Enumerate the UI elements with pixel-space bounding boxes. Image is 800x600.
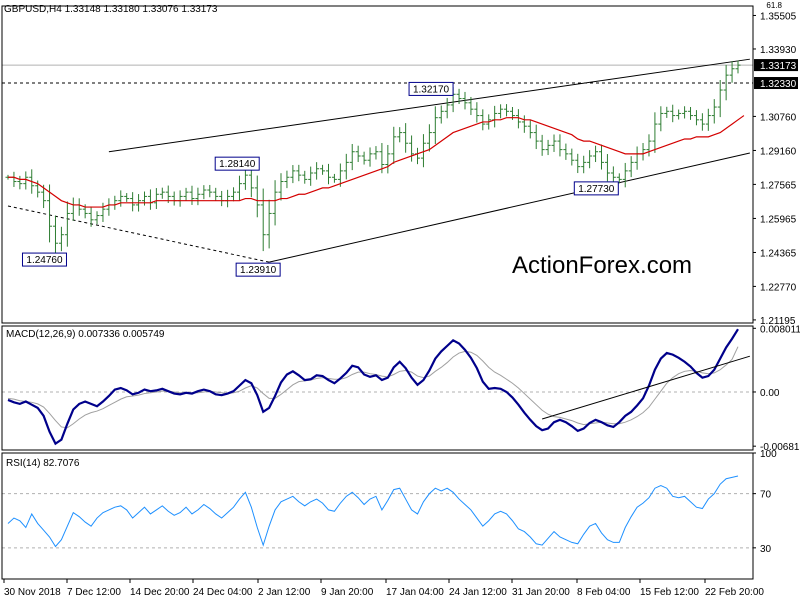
level-price-tag: 1.32330 xyxy=(760,79,797,90)
macd-line xyxy=(7,328,739,446)
rsi-axis-label: 30 xyxy=(760,544,772,555)
rsi-grid xyxy=(2,493,753,549)
price-annotations: 1.28140 1.24760 1.23910 1.32170 1.27730 xyxy=(21,81,619,277)
time-axis-label: 22 Feb 20:00 xyxy=(705,587,764,598)
moving-average xyxy=(8,115,745,208)
rsi-axis-label: 70 xyxy=(760,490,772,501)
rsi-panel: 100 70 30 RSI(14) 82.7076 xyxy=(2,449,777,555)
price-frame xyxy=(1,5,754,324)
price-annotation-box xyxy=(573,181,619,196)
time-axis-label: 9 Jan 20:00 xyxy=(321,587,374,598)
price-trendlines xyxy=(7,58,750,263)
price-axis-label: 1.25965 xyxy=(760,214,797,225)
current-price-tag-box xyxy=(754,59,798,72)
price-axis-label: 1.21195 xyxy=(760,316,796,327)
macd-axis-label: -0.006819 xyxy=(760,442,800,453)
price-annotation-box xyxy=(235,262,281,277)
price-bars xyxy=(5,60,741,254)
macd-axis-label: 0.00 xyxy=(760,388,780,399)
time-axis: 30 Nov 2018 7 Dec 12:00 14 Dec 20:00 24 Dec… xyxy=(3,579,764,598)
time-axis-label: 24 Dec 04:00 xyxy=(193,587,253,598)
price-axis-label: 1.30760 xyxy=(760,112,797,123)
moving-average-line xyxy=(8,115,745,208)
macd-panel-title: MACD(12,26,9) 0.007336 0.005749 xyxy=(6,329,165,340)
macd-axis-label: 0.008011 xyxy=(760,324,800,335)
price-axis-label: 1.33930 xyxy=(760,45,797,56)
level-price-tag-box xyxy=(754,77,798,90)
macd-series xyxy=(7,328,751,446)
time-axis-label: 31 Jan 20:00 xyxy=(512,587,570,598)
rsi-line xyxy=(7,475,739,548)
rsi-panel-title: RSI(14) 82.7076 xyxy=(6,458,80,469)
price-annotation-label: 1.32170 xyxy=(413,84,450,95)
macd-frame xyxy=(1,325,754,451)
price-axis-label: 1.35505 xyxy=(760,11,797,22)
channel-upper-line xyxy=(108,58,750,153)
price-axis-label: 1.29160 xyxy=(760,146,797,157)
rsi-series xyxy=(7,475,739,548)
time-axis-label: 2 Jan 12:00 xyxy=(258,587,311,598)
price-grid xyxy=(2,64,753,84)
rsi-frame xyxy=(1,452,754,580)
time-axis-label: 15 Feb 12:00 xyxy=(640,587,699,598)
watermark: ActionForex.com xyxy=(512,252,692,279)
time-axis-label: 24 Jan 12:00 xyxy=(449,587,507,598)
price-axis-label: 1.27565 xyxy=(760,180,797,191)
support-dashed-line xyxy=(7,205,270,263)
price-panel: ActionForex.com 1.28140 1.24760 1.23910 1.3… xyxy=(2,1,798,327)
price-annotation-label: 1.28140 xyxy=(219,159,256,170)
price-panel-title: GBPUSD,H4 1.33148 1.33180 1.33076 1.3317… xyxy=(4,4,218,15)
channel-lower-line xyxy=(269,152,750,263)
price-annotation-label: 1.27730 xyxy=(578,184,615,195)
rsi-axis-label: 100 xyxy=(760,449,777,460)
price-axis: 1.35505 1.33930 1.30760 1.29160 1.27565 1.259… xyxy=(753,11,798,327)
panel-frames xyxy=(1,5,754,580)
time-axis-label: 17 Jan 04:00 xyxy=(386,587,444,598)
price-annotation-box xyxy=(21,252,67,267)
macd-trendline xyxy=(542,355,751,420)
price-annotation-box xyxy=(408,81,454,96)
price-annotation-box xyxy=(214,156,260,171)
price-annotation-label: 1.23910 xyxy=(240,265,277,276)
fib-label: 61.8 xyxy=(766,1,782,10)
current-price-tag: 1.33173 xyxy=(760,61,797,72)
price-annotation-label: 1.24760 xyxy=(26,255,63,266)
macd-panel: 0.008011 0.00 -0.006819 MACD(12,26,9) 0.00… xyxy=(2,324,800,453)
time-axis-label: 14 Dec 20:00 xyxy=(130,587,190,598)
time-axis-label: 30 Nov 2018 xyxy=(4,587,61,598)
time-axis-label: 8 Feb 04:00 xyxy=(577,587,631,598)
price-axis-label: 1.24365 xyxy=(760,248,797,259)
time-axis-label: 7 Dec 12:00 xyxy=(67,587,121,598)
price-axis-label: 1.22770 xyxy=(760,282,797,293)
